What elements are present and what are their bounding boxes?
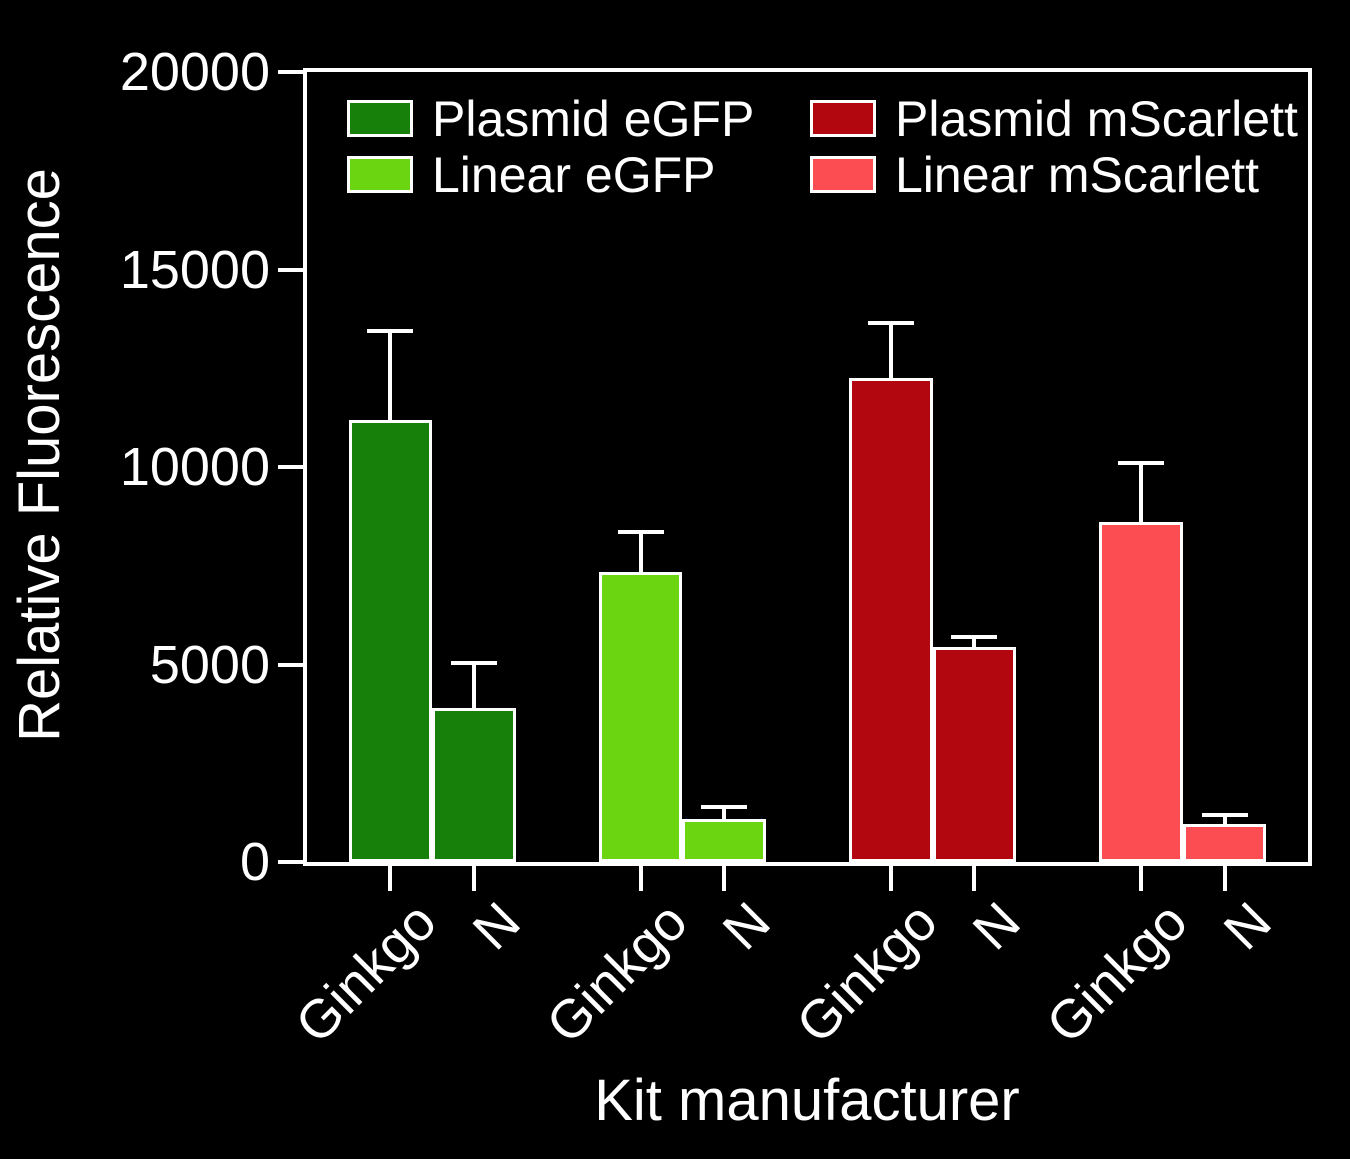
y-tick-label: 20000 (119, 42, 270, 102)
legend-swatch (810, 100, 876, 137)
error-bar-cap (867, 320, 914, 325)
bar (348, 419, 433, 862)
error-bar-stem (972, 634, 977, 653)
y-tick-label: 5000 (149, 634, 270, 695)
legend-label: Linear eGFP (432, 147, 716, 203)
x-tick-mark (388, 866, 393, 891)
x-tick-mark (722, 866, 727, 891)
y-tick-mark (278, 70, 303, 74)
bar (432, 707, 516, 862)
legend-label: Plasmid mScarlett (895, 91, 1298, 147)
error-bar-cap (367, 328, 414, 333)
bar (598, 571, 683, 862)
x-tick-mark (638, 866, 643, 891)
y-tick-mark (278, 662, 303, 667)
bar (1182, 824, 1267, 862)
plot-area: 0 5000 10000 15000 20000 Ginkgo N Ginkgo N Ginkgo… (120, 42, 1312, 1055)
x-tick-mark (471, 866, 476, 891)
bar (932, 646, 1017, 862)
x-axis-title: Kit manufacturer (594, 1068, 1020, 1133)
y-tick-mark (278, 465, 303, 469)
error-bar-stem (388, 328, 393, 426)
error-bar-cap (951, 634, 998, 639)
error-bar-stem (1222, 812, 1227, 831)
error-bar-cap (701, 804, 748, 809)
legend-label: Plasmid eGFP (432, 91, 755, 147)
error-bar-stem (888, 320, 893, 385)
error-bar-cap (450, 660, 497, 665)
error-bar-stem (471, 660, 476, 714)
y-tick-mark (278, 267, 303, 272)
legend-swatch (347, 156, 413, 193)
y-tick-label: 0 (239, 832, 270, 892)
error-bar-stem (638, 530, 643, 578)
x-tick-mark (972, 866, 977, 891)
error-bar-stem (722, 804, 727, 825)
y-tick-mark (278, 860, 303, 864)
x-tick-mark (888, 866, 893, 891)
legend-swatch (810, 156, 876, 193)
legend-swatch (347, 100, 413, 137)
legend-label: Linear mScarlett (895, 147, 1260, 203)
error-bar-stem (1139, 461, 1144, 529)
error-bar-cap (617, 530, 664, 535)
x-tick-mark (1139, 866, 1144, 891)
bar (682, 818, 766, 862)
bar (849, 378, 933, 862)
y-tick-label: 10000 (119, 437, 270, 497)
y-tick-label: 15000 (119, 239, 270, 300)
bar (1099, 522, 1183, 862)
error-bar-cap (1118, 461, 1165, 466)
x-tick-mark (1222, 866, 1227, 891)
error-bar-cap (1201, 812, 1248, 817)
